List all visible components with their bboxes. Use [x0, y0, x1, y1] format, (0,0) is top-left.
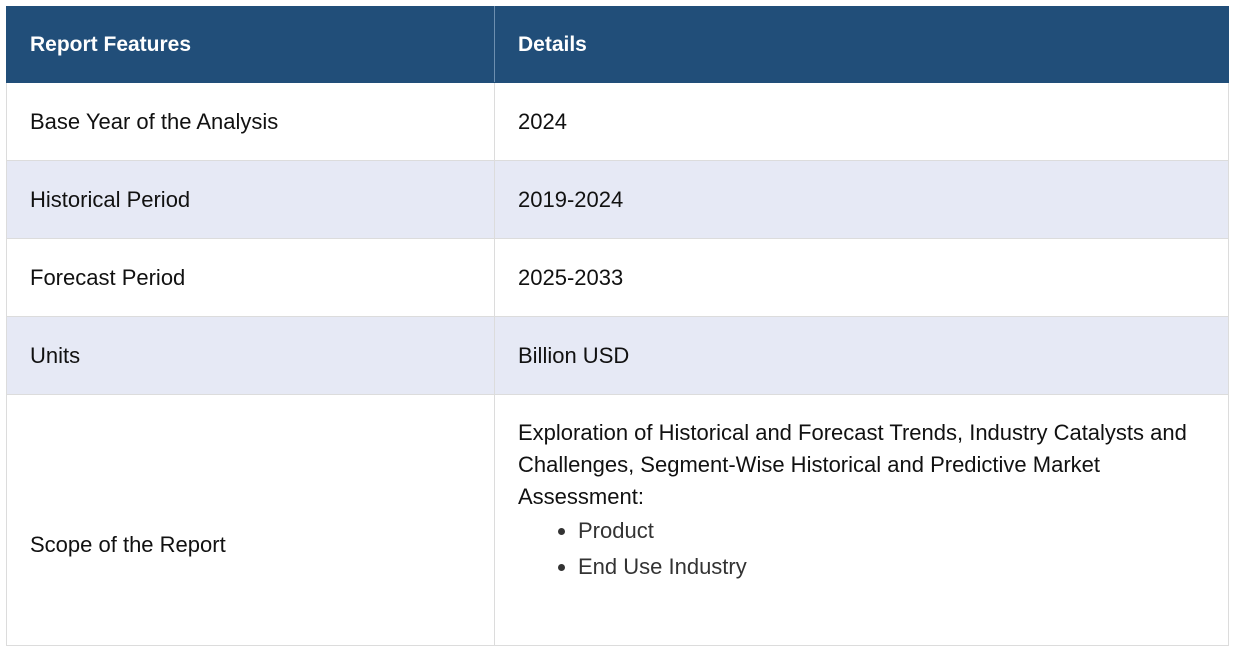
header-report-features: Report Features: [6, 6, 495, 83]
table-row: Historical Period 2019-2024: [6, 160, 1229, 239]
table-header-row: Report Features Details: [6, 6, 1229, 83]
scope-intro-text: Exploration of Historical and Forecast T…: [518, 420, 1187, 509]
row-detail-cell: Billion USD: [494, 316, 1229, 395]
table-row: Forecast Period 2025-2033: [6, 238, 1229, 317]
row-feature-cell: Base Year of the Analysis: [6, 82, 495, 161]
header-details: Details: [494, 6, 1229, 83]
table-row: Units Billion USD: [6, 316, 1229, 395]
row-feature-cell: Forecast Period: [6, 238, 495, 317]
scope-list: Product End Use Industry: [518, 513, 1210, 585]
report-features-table-container: Report Features Details Base Year of the…: [6, 6, 1229, 646]
scope-detail-cell: Exploration of Historical and Forecast T…: [494, 394, 1229, 646]
row-detail-cell: 2019-2024: [494, 160, 1229, 239]
scope-list-item: Product: [578, 513, 1210, 549]
report-features-table: Report Features Details Base Year of the…: [6, 6, 1229, 646]
row-detail-cell: 2025-2033: [494, 238, 1229, 317]
table-row: Base Year of the Analysis 2024: [6, 82, 1229, 161]
row-feature-cell: Historical Period: [6, 160, 495, 239]
row-feature-cell: Units: [6, 316, 495, 395]
scope-list-item: End Use Industry: [578, 549, 1210, 585]
row-detail-cell: 2024: [494, 82, 1229, 161]
scope-feature-cell: Scope of the Report: [6, 394, 495, 646]
table-row-scope: Scope of the Report Exploration of Histo…: [6, 394, 1229, 646]
